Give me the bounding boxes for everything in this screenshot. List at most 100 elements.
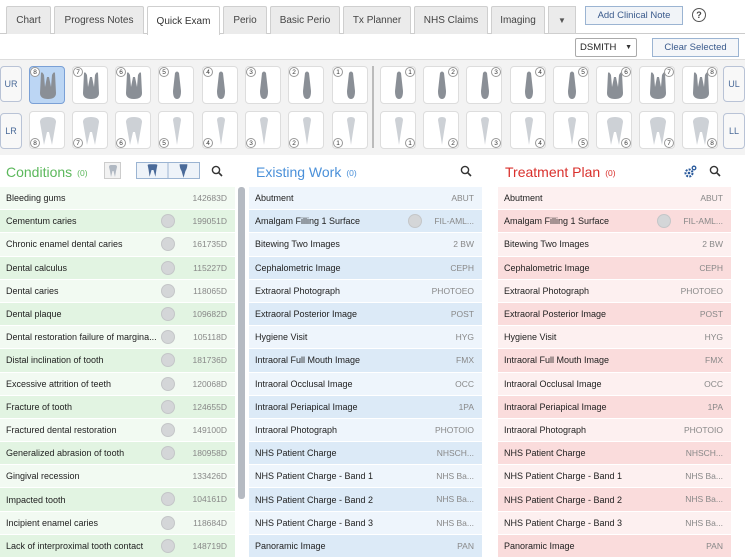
conditions-list-item[interactable]: Cementum caries 199051D [0,210,235,234]
tooth-UL2[interactable]: 2 [423,66,459,104]
tooth-LR8[interactable]: 8 [29,111,65,149]
tooth-LL4[interactable]: 4 [510,111,546,149]
existing-list-item[interactable]: Extraoral Posterior Image POST [249,302,482,327]
conditions-list-item[interactable]: Lack of interproximal tooth contact 14871… [0,534,235,558]
quadrant-ur-button[interactable]: UR [0,66,22,102]
tooth-LL3[interactable]: 3 [466,111,502,149]
existing-list-item[interactable]: Intraoral Full Mouth Image FMX [249,349,482,373]
tooth-LR3[interactable]: 3 [245,111,281,149]
existing-list-item[interactable]: Amalgam Filling 1 Surface FIL-AML... [249,210,482,234]
tooth-UR1[interactable]: 1 [332,66,368,104]
tooth-LL1[interactable]: 1 [380,111,416,149]
treatment-list-item[interactable]: Abutment ABUT [498,187,731,211]
existing-list-item[interactable]: NHS Patient Charge - Band 2 NHS Ba... [249,488,482,512]
tooth-UR2[interactable]: 2 [288,66,324,104]
tooth-LR6[interactable]: 6 [115,111,151,149]
surface-indicator-icon[interactable] [161,260,175,275]
existing-list-item[interactable]: Intraoral Periapical Image 1PA [249,395,482,419]
tooth-UR7[interactable]: 7 [72,66,108,104]
existing-list-item[interactable]: NHS Patient Charge NHSCH... [249,442,482,466]
tab-progress-notes[interactable]: Progress Notes [54,6,144,34]
surface-indicator-icon[interactable] [161,376,175,391]
conditions-list-item[interactable]: Incipient enamel caries 118684D [0,511,235,535]
treatment-list-item[interactable]: NHS Patient Charge - Band 1 NHS Ba... [498,465,731,489]
surface-indicator-icon[interactable] [161,446,175,461]
treatment-list-item[interactable]: Panoramic Image PAN [498,534,731,558]
treatment-list-item[interactable]: NHS Patient Charge - Band 2 NHS Ba... [498,488,731,512]
conditions-list-item[interactable]: Dental plaque 109682D [0,302,235,327]
tab-perio[interactable]: Perio [223,6,267,34]
conditions-list-item[interactable]: Fractured dental restoration 149100D [0,418,235,443]
surface-indicator-icon[interactable] [161,353,175,368]
tooth-UR8[interactable]: 8 [29,66,65,104]
treatment-list-item[interactable]: Intraoral Full Mouth Image FMX [498,349,731,373]
tooth-LL5[interactable]: 5 [553,111,589,149]
tab-nhs-claims[interactable]: NHS Claims [414,6,488,34]
conditions-list-item[interactable]: Dental caries 118065D [0,279,235,303]
tooth-UL8[interactable]: 8 [682,66,718,104]
tooth-LR5[interactable]: 5 [158,111,194,149]
tooth-UR3[interactable]: 3 [245,66,281,104]
conditions-list-item[interactable]: Chronic enamel dental caries 161735D [0,233,235,257]
surface-indicator-icon[interactable] [161,399,175,414]
tooth-UR6[interactable]: 6 [115,66,151,104]
treatment-list-item[interactable]: Cephalometric Image CEPH [498,256,731,280]
conditions-list-item[interactable]: Gingival recession 133426D [0,465,235,489]
tooth-LL8[interactable]: 8 [682,111,718,149]
tab-imaging[interactable]: Imaging [491,6,545,34]
treatment-list-item[interactable]: NHS Patient Charge - Band 3 NHS Ba... [498,511,731,535]
conditions-scrollbar[interactable] [238,187,245,499]
tab-basic-perio[interactable]: Basic Perio [270,6,340,34]
conditions-list-item[interactable]: Generalized abrasion of tooth 180958D [0,442,235,466]
existing-search-icon[interactable] [459,164,473,178]
treatment-search-icon[interactable] [708,164,722,178]
quadrant-lr-button[interactable]: LR [0,113,22,149]
conditions-search-icon[interactable] [210,164,224,178]
treatment-list-item[interactable]: NHS Patient Charge NHSCH... [498,442,731,466]
surface-indicator-icon[interactable] [161,237,175,252]
surface-indicator-icon[interactable] [161,515,175,530]
surface-indicator-icon[interactable] [161,306,175,321]
surface-indicator-icon[interactable] [161,283,175,298]
conditions-list-item[interactable]: Distal inclination of tooth 181736D [0,349,235,373]
existing-list-item[interactable]: Hygiene Visit HYG [249,326,482,350]
surface-indicator-icon[interactable] [161,538,175,553]
tooth-UR4[interactable]: 4 [202,66,238,104]
tooth-LR2[interactable]: 2 [288,111,324,149]
treatment-list-item[interactable]: Hygiene Visit HYG [498,326,731,350]
tooth-UL4[interactable]: 4 [510,66,546,104]
treatment-list-item[interactable]: Extraoral Posterior Image POST [498,302,731,327]
treatment-list-item[interactable]: Intraoral Occlusal Image OCC [498,372,731,396]
conditions-list-item[interactable]: Dental restoration failure of margina...… [0,326,235,350]
quadrant-ul-button[interactable]: UL [723,66,745,102]
tooth-LL2[interactable]: 2 [423,111,459,149]
tooth-UL6[interactable]: 6 [596,66,632,104]
surface-indicator-icon[interactable] [161,214,175,229]
tooth-LR1[interactable]: 1 [332,111,368,149]
existing-list-item[interactable]: Abutment ABUT [249,187,482,211]
quadrant-ll-button[interactable]: LL [723,113,745,149]
tooth-LL7[interactable]: 7 [639,111,675,149]
tooth-LR4[interactable]: 4 [202,111,238,149]
existing-list-item[interactable]: Cephalometric Image CEPH [249,256,482,280]
existing-list-item[interactable]: Intraoral Photograph PHOTOIO [249,418,482,443]
more-tabs-button[interactable]: ▼ [548,6,576,34]
tooth-UL1[interactable]: 1 [380,66,416,104]
surface-indicator-icon[interactable] [657,214,671,229]
treatment-list-item[interactable]: Extraoral Photograph PHOTOEO [498,279,731,303]
existing-list-item[interactable]: Bitewing Two Images 2 BW [249,233,482,257]
tab-tx-planner[interactable]: Tx Planner [343,6,411,34]
surface-indicator-icon[interactable] [161,330,175,345]
existing-list-item[interactable]: Intraoral Occlusal Image OCC [249,372,482,396]
surface-indicator-icon[interactable] [161,492,175,507]
tooth-UL7[interactable]: 7 [639,66,675,104]
tooth-UL5[interactable]: 5 [553,66,589,104]
treatment-list-item[interactable]: Intraoral Periapical Image 1PA [498,395,731,419]
tab-quick-exam[interactable]: Quick Exam [147,6,220,35]
existing-list-item[interactable]: NHS Patient Charge - Band 3 NHS Ba... [249,511,482,535]
conditions-list-item[interactable]: Bleeding gums 142683D [0,187,235,211]
surface-indicator-icon[interactable] [408,214,422,229]
tooth-filter-icon[interactable] [104,162,121,179]
existing-list-item[interactable]: Panoramic Image PAN [249,534,482,558]
settings-gear-icon[interactable] [682,164,697,179]
